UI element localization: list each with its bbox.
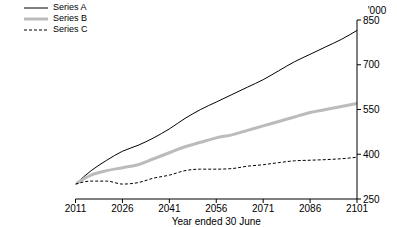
svg-text:'000: '000: [368, 5, 387, 16]
svg-text:250: 250: [363, 194, 380, 205]
svg-text:2101: 2101: [346, 203, 369, 214]
svg-text:Year ended 30 June: Year ended 30 June: [172, 216, 262, 227]
html-text:Series B: Series B: [53, 13, 87, 23]
svg-text:550: 550: [363, 104, 380, 115]
html-text:Series C: Series C: [53, 24, 88, 34]
svg-text:400: 400: [363, 149, 380, 160]
svg-text:2071: 2071: [252, 203, 275, 214]
html-text:Series A: Series A: [53, 2, 87, 12]
svg-text:2011: 2011: [65, 203, 87, 214]
svg-text:2026: 2026: [111, 203, 134, 214]
svg-text:700: 700: [363, 59, 380, 70]
svg-text:850: 850: [363, 15, 380, 26]
svg-text:2086: 2086: [299, 203, 322, 214]
svg-text:2041: 2041: [158, 203, 181, 214]
svg-text:2056: 2056: [205, 203, 228, 214]
